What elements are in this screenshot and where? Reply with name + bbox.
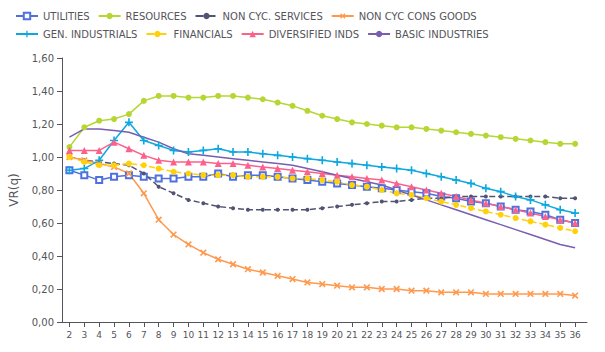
svg-text:8: 8 <box>156 330 162 340</box>
svg-text:9: 9 <box>171 330 177 340</box>
svg-text:31: 31 <box>495 330 506 340</box>
svg-text:NON CYC. SERVICES: NON CYC. SERVICES <box>223 11 323 22</box>
svg-text:13: 13 <box>227 330 238 340</box>
svg-text:30: 30 <box>480 330 492 340</box>
svg-text:10: 10 <box>183 330 195 340</box>
svg-text:3: 3 <box>81 330 87 340</box>
svg-text:5: 5 <box>111 330 117 340</box>
svg-text:22: 22 <box>361 330 372 340</box>
svg-text:24: 24 <box>391 330 403 340</box>
svg-text:11: 11 <box>198 330 209 340</box>
svg-text:6: 6 <box>126 330 132 340</box>
svg-text:21: 21 <box>346 330 357 340</box>
svg-text:14: 14 <box>242 330 254 340</box>
svg-text:2: 2 <box>67 330 73 340</box>
svg-text:0,60: 0,60 <box>32 218 54 229</box>
svg-text:32: 32 <box>510 330 521 340</box>
svg-text:0,00: 0,00 <box>32 317 54 328</box>
svg-text:FINANCIALS: FINANCIALS <box>173 29 232 40</box>
svg-text:33: 33 <box>525 330 536 340</box>
svg-text:27: 27 <box>436 330 447 340</box>
svg-text:BASIC INDUSTRIES: BASIC INDUSTRIES <box>395 29 489 40</box>
svg-text:1,20: 1,20 <box>32 119 54 130</box>
svg-text:GEN. INDUSTRIALS: GEN. INDUSTRIALS <box>43 29 137 40</box>
svg-text:16: 16 <box>272 330 284 340</box>
svg-text:18: 18 <box>302 330 314 340</box>
svg-text:19: 19 <box>317 330 329 340</box>
svg-text:25: 25 <box>406 330 417 340</box>
svg-text:UTILITIES: UTILITIES <box>43 11 90 22</box>
svg-text:20: 20 <box>331 330 343 340</box>
svg-text:VR(q): VR(q) <box>7 173 21 207</box>
svg-text:4: 4 <box>96 330 102 340</box>
svg-text:1,60: 1,60 <box>32 53 54 64</box>
svg-text:36: 36 <box>569 330 581 340</box>
svg-text:26: 26 <box>421 330 433 340</box>
svg-text:0,40: 0,40 <box>32 251 54 262</box>
svg-text:1,40: 1,40 <box>32 86 54 97</box>
svg-text:17: 17 <box>287 330 298 340</box>
svg-text:DIVERSIFIED INDS: DIVERSIFIED INDS <box>269 29 359 40</box>
svg-text:29: 29 <box>465 330 477 340</box>
svg-text:1,00: 1,00 <box>32 152 54 163</box>
svg-text:0,80: 0,80 <box>32 185 54 196</box>
svg-text:28: 28 <box>450 330 462 340</box>
svg-text:35: 35 <box>555 330 566 340</box>
svg-text:23: 23 <box>376 330 387 340</box>
svg-text:34: 34 <box>540 330 552 340</box>
svg-text:0,20: 0,20 <box>32 284 54 295</box>
svg-text:NON CYC CONS GOODS: NON CYC CONS GOODS <box>359 11 477 22</box>
svg-text:7: 7 <box>141 330 147 340</box>
svg-text:15: 15 <box>257 330 268 340</box>
svg-text:12: 12 <box>212 330 223 340</box>
svg-text:RESOURCES: RESOURCES <box>126 11 187 22</box>
